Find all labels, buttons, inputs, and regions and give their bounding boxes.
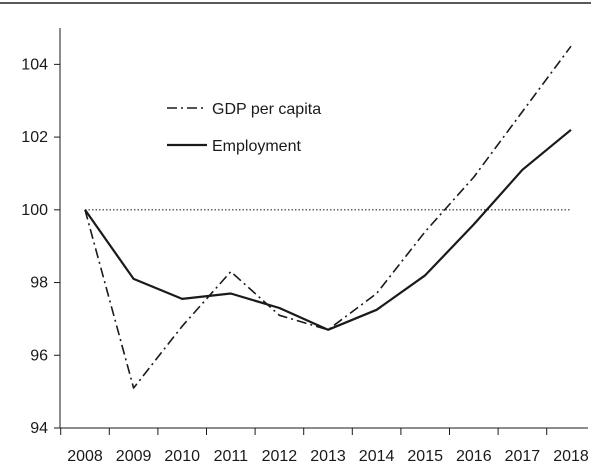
y-tick-label-96: 96 (30, 347, 48, 364)
x-tick-label-2008: 2008 (67, 448, 103, 465)
y-tick-label-94: 94 (30, 420, 48, 437)
series-line-gdp-per-capita (84, 45, 572, 389)
legend-label-gdp-per-capita: GDP per capita (212, 101, 321, 118)
legend-label-employment: Employment (212, 138, 301, 155)
x-tick-label-2017: 2017 (505, 448, 541, 465)
series-group (84, 45, 572, 389)
x-axis-ticks: 2008 2009 2010 2011 2012 2013 2014 2015 2016 2017… (60, 428, 589, 465)
legend: GDP per capita Employment (167, 101, 321, 155)
x-tick-label-2014: 2014 (359, 448, 395, 465)
x-tick-label-2013: 2013 (310, 448, 346, 465)
x-tick-label-2015: 2015 (407, 448, 443, 465)
x-tick-label-2010: 2010 (164, 448, 200, 465)
y-tick-label-104: 104 (21, 56, 48, 73)
x-tick-label-2018: 2018 (553, 448, 589, 465)
x-tick-label-2009: 2009 (116, 448, 152, 465)
x-tick-label-2011: 2011 (214, 448, 249, 465)
series-line-employment (84, 128, 572, 331)
y-axis-ticks: 94 96 98 100 102 104 (21, 56, 60, 437)
y-tick-label-100: 100 (21, 202, 48, 219)
y-tick-label-102: 102 (21, 129, 48, 146)
x-tick-label-2012: 2012 (262, 448, 298, 465)
y-tick-label-98: 98 (30, 275, 48, 292)
x-tick-label-2016: 2016 (456, 448, 492, 465)
